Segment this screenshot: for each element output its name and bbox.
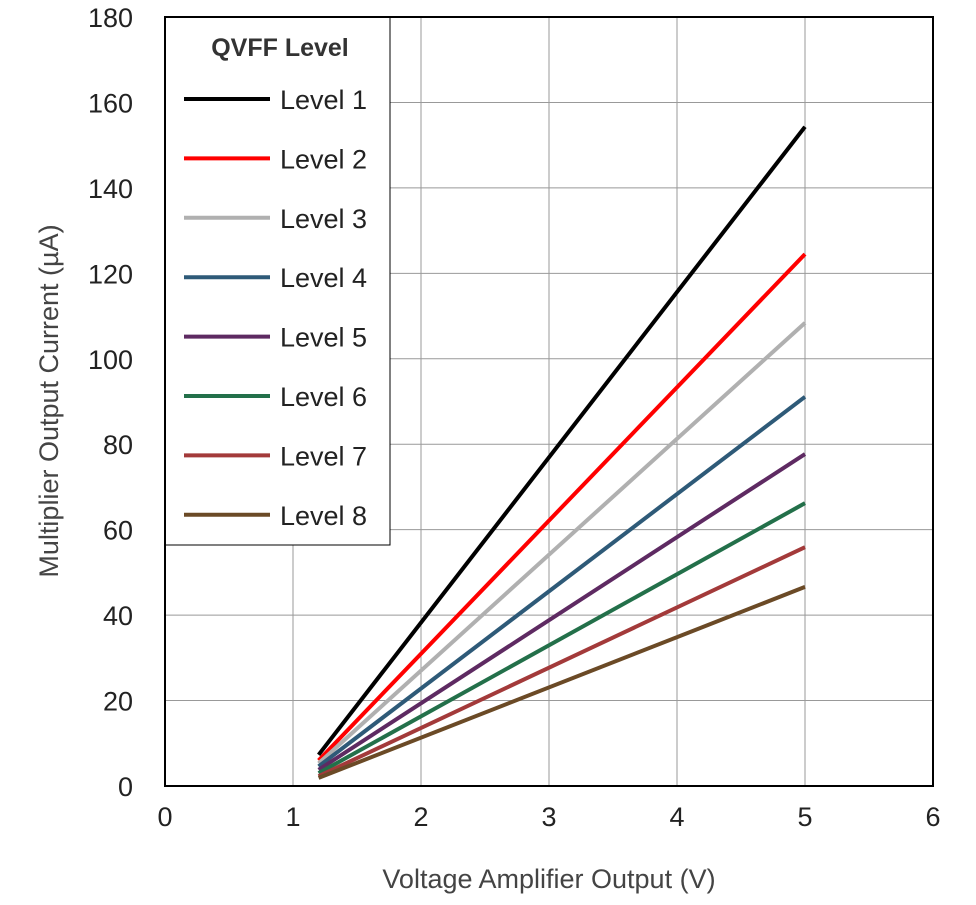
x-tick-label: 4 xyxy=(669,802,684,832)
legend-label: Level 3 xyxy=(280,204,367,234)
legend-label: Level 2 xyxy=(280,144,367,174)
legend-label: Level 1 xyxy=(280,85,367,115)
legend-label: Level 7 xyxy=(280,441,367,471)
x-tick-label: 3 xyxy=(541,802,556,832)
legend-label: Level 8 xyxy=(280,501,367,531)
legend-label: Level 4 xyxy=(280,263,367,293)
series-line xyxy=(317,452,807,772)
legend-label: Level 6 xyxy=(280,382,367,412)
y-tick-label: 160 xyxy=(88,88,133,118)
legend-label: Level 5 xyxy=(280,323,367,353)
series-line xyxy=(317,501,806,775)
x-tick-label: 6 xyxy=(925,802,940,832)
legend: QVFF Level Level 1 Level 2 Level 3 Level 4 Le… xyxy=(164,16,391,546)
y-tick-label: 120 xyxy=(88,259,133,289)
y-tick-label: 40 xyxy=(103,601,133,631)
x-tick-label: 5 xyxy=(797,802,812,832)
x-tick-label: 1 xyxy=(285,802,300,832)
series-line xyxy=(317,545,806,778)
y-tick-label: 60 xyxy=(103,516,133,546)
y-tick-label: 0 xyxy=(118,772,133,802)
y-tick-label: 80 xyxy=(103,430,133,460)
x-tick-label: 2 xyxy=(413,802,428,832)
series-line xyxy=(317,125,807,757)
plot-frame xyxy=(164,16,934,787)
series-group xyxy=(317,125,807,780)
x-tick-label: 0 xyxy=(157,802,172,832)
series-line xyxy=(317,321,807,765)
series-line xyxy=(317,252,807,762)
y-axis-label: Multiplier Output Current (µA) xyxy=(34,224,64,577)
legend-title: QVFF Level xyxy=(211,34,349,62)
y-tick-label: 180 xyxy=(88,3,133,33)
x-axis-label: Voltage Amplifier Output (V) xyxy=(382,864,715,894)
y-tick-label: 140 xyxy=(88,174,133,204)
y-tick-label: 20 xyxy=(103,687,133,717)
y-tick-label: 100 xyxy=(88,345,133,375)
series-line xyxy=(317,585,806,780)
series-line xyxy=(317,395,807,768)
